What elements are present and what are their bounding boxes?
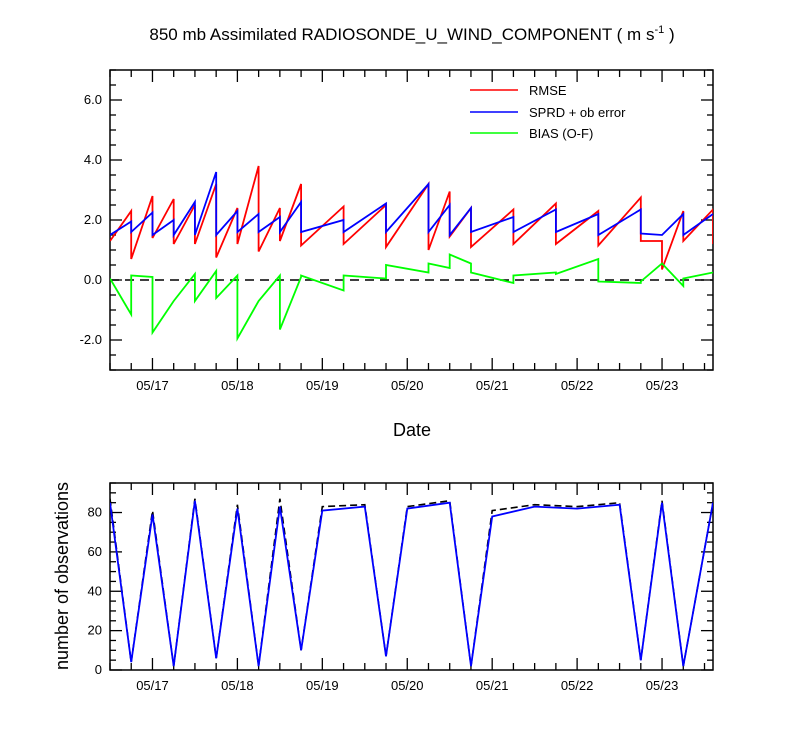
- bottom-x-tick-label: 05/21: [476, 678, 509, 693]
- top-y-tick-label: 6.0: [84, 92, 102, 107]
- top-x-tick-label: 05/18: [221, 378, 254, 393]
- top-y-tick-label: 4.0: [84, 152, 102, 167]
- top-y-tick-label: 2.0: [84, 212, 102, 227]
- top-y-tick-label: 0.0: [84, 272, 102, 287]
- top-x-tick-label: 05/21: [476, 378, 509, 393]
- chart-title-superscript: -1: [654, 24, 664, 36]
- bottom-x-tick-label: 05/23: [646, 678, 679, 693]
- bottom-y-tick-label: 20: [88, 623, 102, 638]
- chart-title-main: 850 mb Assimilated RADIOSONDE_U_WIND_COM…: [149, 25, 654, 44]
- bottom-x-tick-label: 05/22: [561, 678, 594, 693]
- top-panel: 05/17 05/18 05/19 05/20 05/21 05/22 05/23 -2.0 0…: [80, 69, 714, 393]
- bottom-x-tick-label: 05/19: [306, 678, 339, 693]
- bottom-x-tick-label: 05/18: [221, 678, 254, 693]
- bottom-x-tick-label: 05/17: [136, 678, 169, 693]
- top-y-tick-label: -2.0: [80, 332, 102, 347]
- top-series-bias-line: [110, 253, 713, 342]
- legend-label-bias: BIAS (O-F): [529, 126, 593, 141]
- bottom-plot-frame: [109, 482, 714, 671]
- top-x-tick-label: 05/23: [646, 378, 679, 393]
- bottom-y-tick-label: 0: [95, 662, 102, 677]
- legend-label-sprd: SPRD + ob error: [529, 105, 626, 120]
- top-x-tick-label: 05/19: [306, 378, 339, 393]
- top-series-sprd-line: [110, 171, 713, 239]
- bottom-series-obs-used-line: [110, 500, 713, 667]
- chart-title: 850 mb Assimilated RADIOSONDE_U_WIND_COM…: [149, 24, 674, 44]
- legend: RMSE SPRD + ob error BIAS (O-F): [470, 83, 626, 141]
- x-axis-label: Date: [393, 420, 431, 440]
- chart-title-end: ): [664, 25, 674, 44]
- bottom-y-tick-label: 40: [88, 583, 102, 598]
- legend-label-rmse: RMSE: [529, 83, 567, 98]
- top-x-tick-label: 05/20: [391, 378, 424, 393]
- bottom-y-tick-label: 80: [88, 505, 102, 520]
- y-axis-label: number of observations: [52, 482, 72, 670]
- top-x-tick-label: 05/22: [561, 378, 594, 393]
- bottom-y-tick-label: 60: [88, 544, 102, 559]
- bottom-x-tick-label: 05/20: [391, 678, 424, 693]
- bottom-panel: 05/17 05/18 05/19 05/20 05/21 05/22 05/23 0 20 40…: [88, 482, 714, 693]
- top-x-tick-label: 05/17: [136, 378, 169, 393]
